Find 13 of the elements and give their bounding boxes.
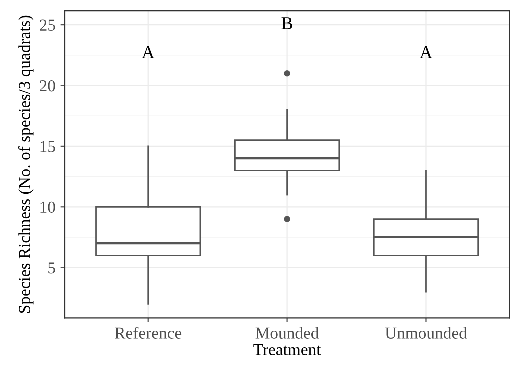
y-axis-title: Species Richness (No. of species/3 quadrats) <box>18 16 34 314</box>
x-tick-label: Reference <box>115 327 182 339</box>
annotation: A <box>142 46 155 58</box>
x-axis-title: Treatment <box>254 344 322 356</box>
y-tick-label: 15 <box>40 141 56 152</box>
annotation: A <box>420 46 433 58</box>
x-tick-label: Mounded <box>256 327 320 339</box>
y-tick-label: 10 <box>40 202 56 214</box>
y-tick-label: 25 <box>40 20 56 32</box>
y-tick-label: 20 <box>40 80 56 92</box>
x-tick-label: Unmounded <box>385 327 468 339</box>
y-tick-label: 5 <box>48 262 56 274</box>
annotation: B <box>282 18 292 30</box>
